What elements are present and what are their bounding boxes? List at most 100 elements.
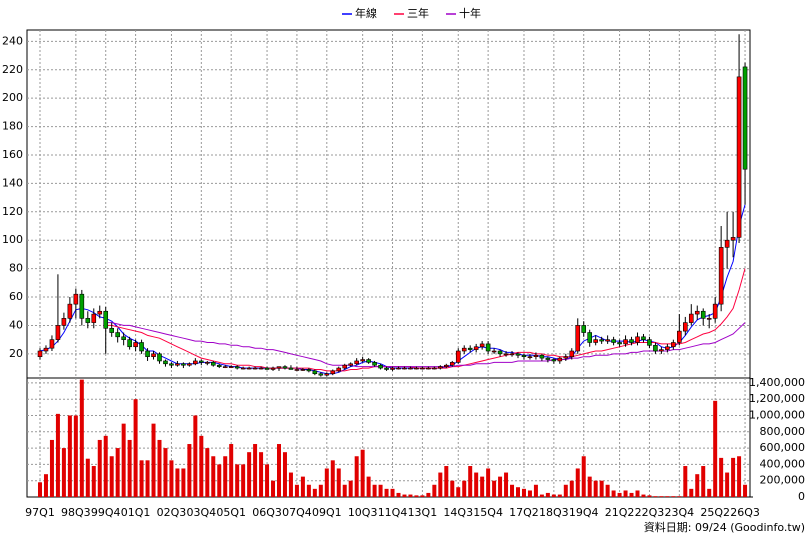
labels: 97Q1 98Q3 99Q4 01Q1 02Q3 03Q4 05Q1 06Q3 07Q4 09Q1…	[2, 6, 805, 519]
volume-bar	[551, 494, 556, 497]
x-tick-label: 10Q3	[348, 506, 378, 519]
volume-bar	[378, 484, 383, 497]
volume-bar	[61, 448, 66, 497]
candle-body	[109, 327, 114, 333]
volume-bar	[545, 492, 550, 497]
candle-body	[527, 356, 533, 358]
candle-body	[438, 366, 443, 369]
candle-body	[37, 350, 43, 357]
volume-bar	[330, 460, 335, 497]
candle-body	[742, 66, 748, 170]
candle-body	[67, 303, 73, 319]
candle-body	[611, 339, 616, 343]
volume-bar	[342, 484, 347, 497]
volume-bar	[73, 415, 78, 497]
volume-bar	[390, 488, 395, 497]
volume-bar	[384, 488, 389, 497]
moving-average-line	[105, 322, 746, 368]
candle-body	[688, 313, 694, 323]
volume-bar	[456, 487, 461, 497]
volume-bar	[629, 492, 634, 497]
candle-body	[288, 367, 294, 370]
volume-bar	[617, 492, 622, 497]
candle-body	[366, 359, 371, 363]
volume-bar	[49, 439, 54, 497]
candle-body	[264, 367, 270, 370]
volume-bar	[43, 474, 48, 497]
volume-bar	[414, 495, 419, 497]
volume-bar	[527, 490, 532, 497]
candle-body	[557, 357, 563, 362]
x-tick-label: 99Q4	[91, 506, 121, 519]
x-tick-label: 02Q3	[157, 506, 187, 519]
volume-bar	[217, 464, 222, 497]
candle-body	[700, 310, 706, 319]
volume-bar	[575, 468, 580, 497]
candle-body	[127, 339, 132, 348]
volume-bar	[402, 494, 407, 497]
volume-bar	[743, 484, 748, 497]
volume-bar	[223, 456, 228, 497]
x-tick-label: 03Q4	[186, 506, 216, 519]
volume-bar	[683, 466, 688, 497]
x-tick-label: 13Q1	[408, 506, 438, 519]
volume-bar	[677, 496, 682, 497]
candle-body	[258, 367, 264, 370]
candle-body	[145, 350, 150, 357]
candle-body	[55, 325, 61, 340]
volume-bar	[211, 456, 216, 497]
candle-body	[671, 342, 676, 348]
x-tick-label: 25Q2	[700, 506, 730, 519]
x-tick-label: 07Q4	[282, 506, 312, 519]
volume-bar	[480, 476, 485, 497]
volume-bar	[294, 484, 299, 497]
volume-bar	[241, 464, 246, 497]
candle-body	[682, 322, 688, 332]
candle-body	[252, 367, 258, 370]
volume-bar	[581, 456, 586, 497]
x-tick-label: 11Q4	[378, 506, 408, 519]
legend-label: 年線	[355, 6, 377, 20]
volume-bar	[157, 439, 162, 497]
candle-body	[497, 350, 503, 355]
candle-body	[270, 367, 276, 370]
volume-bar	[97, 439, 102, 497]
candle-body	[581, 325, 587, 333]
volume-bar	[205, 448, 210, 497]
y-tick-label: 160	[2, 148, 23, 161]
volume-bar	[199, 435, 204, 497]
y2-tick-label: 200,000	[760, 474, 806, 487]
candle-body	[533, 354, 539, 357]
volume-bar	[277, 444, 281, 497]
volume-bar	[109, 456, 114, 497]
candle-body	[115, 332, 120, 338]
candle-body	[587, 332, 593, 343]
volume-bar	[605, 484, 610, 497]
candle-body	[641, 336, 646, 340]
candle-body	[360, 359, 365, 362]
candle-body	[49, 339, 55, 349]
candle-body	[228, 366, 234, 368]
volume-bar	[336, 468, 341, 497]
x-tick-label: 22Q3	[635, 506, 665, 519]
candle-body	[420, 367, 425, 370]
volume-bar	[737, 456, 742, 497]
x-tick-label: 97Q1	[25, 506, 55, 519]
candle-body	[246, 367, 252, 370]
x-tick-label: 23Q4	[664, 506, 694, 519]
volume-bar	[271, 480, 276, 497]
volume-bar	[468, 466, 473, 497]
x-tick-label: 14Q3	[443, 506, 473, 519]
candle-body	[282, 366, 288, 369]
volume-bar	[145, 460, 150, 497]
volume-bar	[701, 466, 706, 497]
candle-body	[133, 342, 138, 348]
candle-body	[473, 346, 479, 350]
candle-body	[234, 366, 240, 369]
candle-body	[503, 353, 509, 356]
volume-bar	[55, 413, 60, 497]
candle-body	[414, 367, 419, 370]
candle-body	[485, 343, 491, 352]
volume-bar	[91, 466, 96, 497]
